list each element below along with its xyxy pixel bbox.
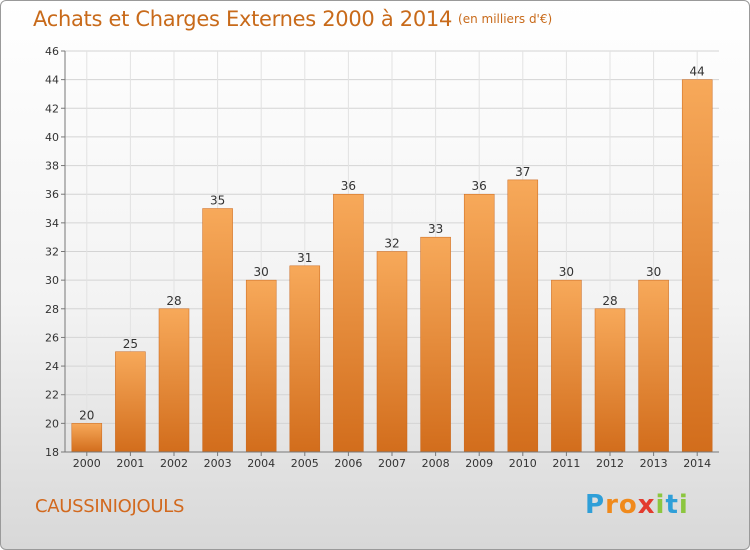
chart-title: Achats et Charges Externes 2000 à 2014 (e… [33, 7, 552, 31]
bar-value-label: 37 [515, 165, 530, 179]
bar-value-label: 30 [559, 265, 574, 279]
chart-unit: (en milliers d'€) [458, 12, 553, 26]
bar-value-label: 44 [690, 65, 705, 79]
bar-2010 [507, 179, 539, 453]
bar-2013 [638, 279, 669, 453]
y-tick-label: 18 [45, 446, 59, 459]
bar-2014 [681, 79, 713, 453]
y-tick-label: 40 [45, 131, 59, 144]
bars: 20 25 28 35 30 31 36 32 33 36 37 30 28 30 44 [71, 65, 713, 453]
x-tick-label: 2004 [247, 457, 275, 470]
bar-2001 [115, 351, 146, 453]
bar-2011 [551, 279, 582, 453]
bar-value-label: 20 [79, 408, 94, 422]
bar-2009 [463, 193, 495, 453]
y-tick-label: 30 [45, 274, 59, 287]
x-tick-label: 2005 [291, 457, 319, 470]
x-tick-label: 2010 [509, 457, 537, 470]
bar-value-label: 30 [646, 265, 661, 279]
x-tick-label: 2009 [465, 457, 493, 470]
x-tick-label: 2008 [422, 457, 450, 470]
bar-2006 [333, 193, 364, 453]
bar-2004 [245, 279, 277, 453]
y-tick-label: 24 [45, 360, 59, 373]
x-tick-label: 2011 [552, 457, 580, 470]
y-tick-label: 42 [45, 102, 59, 115]
bar-value-label: 25 [123, 337, 138, 351]
logo-letter: i [678, 490, 689, 520]
bar-value-label: 36 [341, 179, 356, 193]
y-tick-label: 26 [45, 331, 59, 344]
commune-name: CAUSSINIOJOULS [35, 496, 185, 517]
bar-value-label: 28 [166, 294, 181, 308]
bar-value-label: 28 [602, 294, 617, 308]
proxiti-logo[interactable]: Proxiti [585, 490, 689, 520]
bar-2012 [594, 308, 626, 453]
bar-value-label: 33 [428, 222, 443, 236]
x-tick-label: 2002 [160, 457, 188, 470]
logo-letter: x [637, 490, 656, 520]
logo-letter: r [605, 490, 619, 520]
bar-value-label: 30 [254, 265, 269, 279]
y-tick-label: 22 [45, 389, 59, 402]
y-tick-label: 20 [45, 417, 59, 430]
x-tick-label: 2000 [73, 457, 101, 470]
x-tick-label: 2014 [683, 457, 711, 470]
axes: 18 20 22 24 26 28 30 32 34 36 38 40 42 44 46 2000 2001 20… [45, 45, 719, 470]
y-tick-label: 38 [45, 160, 59, 173]
chart-title-text: Achats et Charges Externes 2000 à 2014 [33, 7, 453, 31]
bar-2000 [71, 423, 103, 453]
bar-value-label: 35 [210, 194, 225, 208]
bar-value-label: 36 [472, 179, 487, 193]
y-tick-label: 32 [45, 246, 59, 259]
bar-value-label: 31 [297, 251, 312, 265]
bar-2002 [158, 308, 190, 453]
logo-letter: o [618, 490, 638, 520]
y-tick-label: 46 [45, 45, 59, 58]
x-tick-label: 2012 [596, 457, 624, 470]
x-tick-label: 2001 [116, 457, 144, 470]
bar-2008 [420, 236, 451, 453]
logo-letter: P [585, 490, 606, 520]
logo-letter: t [665, 490, 679, 520]
x-tick-label: 2006 [334, 457, 362, 470]
bar-2005 [289, 265, 321, 453]
bar-2007 [376, 251, 408, 453]
bar-value-label: 32 [384, 237, 399, 251]
y-tick-label: 28 [45, 303, 59, 316]
x-tick-label: 2007 [378, 457, 406, 470]
y-tick-label: 44 [45, 74, 59, 87]
x-tick-label: 2003 [204, 457, 232, 470]
x-tick-label: 2013 [640, 457, 668, 470]
bar-2003 [202, 208, 233, 453]
y-tick-label: 34 [45, 217, 59, 230]
logo-letter: i [655, 490, 666, 520]
y-tick-label: 36 [45, 188, 59, 201]
